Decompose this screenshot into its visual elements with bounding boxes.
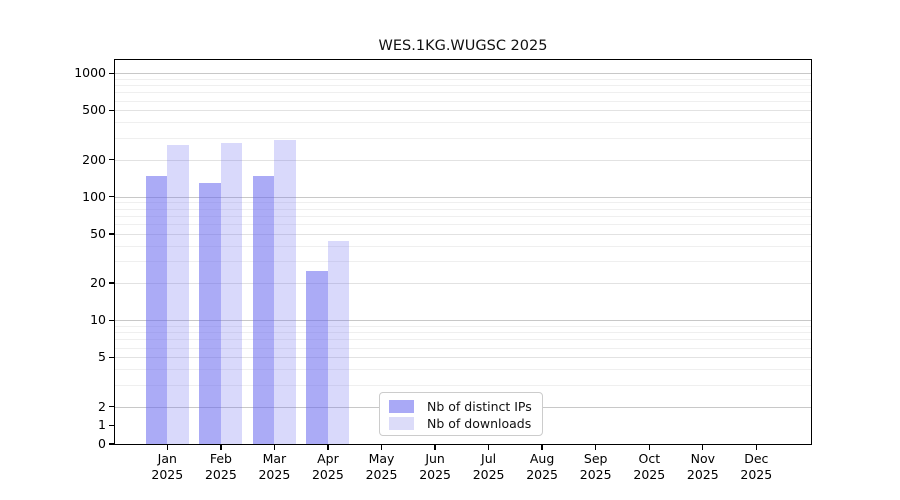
- y-tick-50: [109, 233, 115, 235]
- x-tick-aug: [541, 445, 543, 450]
- x-tick-feb: [220, 445, 222, 450]
- bar-downloads-apr: [327, 240, 350, 444]
- gridline-minor-900: [115, 78, 811, 80]
- x-tick-label-nov: Nov 2025: [686, 451, 719, 482]
- gridline-minor-40: [115, 245, 811, 247]
- x-tick-label-jan: Jan 2025: [151, 451, 184, 482]
- y-tick-label-500: 500: [82, 102, 106, 118]
- x-tick-label-jul: Jul 2025: [472, 451, 505, 482]
- y-tick-5: [109, 356, 115, 359]
- y-tick-500: [109, 109, 115, 112]
- legend-label-distinct-ips: Nb of distinct IPs: [427, 399, 532, 414]
- gridline-100: [115, 196, 811, 198]
- x-tick-jan: [166, 445, 168, 450]
- gridline-5: [115, 357, 811, 359]
- x-tick-label-jun: Jun 2025: [419, 451, 451, 482]
- gridline-minor-30: [115, 261, 811, 263]
- x-tick-mar: [273, 445, 276, 450]
- gridline-minor-300: [115, 137, 811, 139]
- y-tick-20: [109, 282, 115, 284]
- gridline-10: [115, 320, 811, 322]
- y-tick-label-1: 1: [98, 417, 106, 433]
- y-tick-label-2: 2: [98, 398, 106, 414]
- y-tick-label-20: 20: [90, 275, 106, 290]
- bar-distinct_ips-feb: [199, 182, 221, 444]
- x-tick-label-apr: Apr 2025: [311, 451, 344, 482]
- legend-swatch-distinct-ips-icon: [389, 400, 414, 413]
- gridline-minor-3: [115, 384, 811, 386]
- y-tick-label-100: 100: [82, 188, 106, 204]
- x-tick-label-oct: Oct 2025: [633, 451, 666, 482]
- x-tick-may: [380, 445, 383, 450]
- legend-item-downloads: Nb of downloads: [389, 415, 542, 432]
- gridline-minor-90: [115, 202, 811, 204]
- legend-item-distinct-ips: Nb of distinct IPs: [389, 398, 542, 415]
- plot-area: [115, 60, 811, 444]
- y-tick-200: [109, 158, 115, 161]
- x-tick-label-dec: Dec 2025: [740, 451, 773, 482]
- gridline-minor-6: [115, 347, 811, 349]
- bar-downloads-mar: [274, 140, 296, 444]
- chart-title: WES.1KG.WUGSC 2025: [378, 38, 548, 54]
- y-tick-0: [109, 443, 115, 445]
- x-tick-dec: [755, 445, 757, 450]
- gridline-minor-9: [115, 325, 811, 327]
- bar-downloads-feb: [220, 143, 243, 444]
- gridline-minor-70: [115, 215, 811, 217]
- bar-distinct_ips-mar: [252, 175, 275, 444]
- x-tick-label-mar: Mar 2025: [258, 451, 291, 482]
- gridline-500: [115, 110, 811, 112]
- y-tick-1: [109, 424, 115, 426]
- x-tick-sep: [595, 445, 597, 450]
- bar-downloads-jan: [167, 145, 189, 444]
- y-tick-label-5: 5: [98, 349, 106, 365]
- x-tick-label-sep: Sep 2025: [579, 451, 612, 482]
- gridline-minor-7: [115, 339, 811, 341]
- y-tick-label-0: 0: [98, 436, 106, 451]
- gridline-minor-4: [115, 369, 811, 371]
- x-tick-label-aug: Aug 2025: [526, 451, 558, 482]
- x-tick-jul: [487, 445, 490, 450]
- x-tick-apr: [327, 445, 329, 450]
- y-tick-label-1000: 1000: [74, 65, 106, 81]
- gridline-1000: [115, 73, 811, 75]
- gridline-minor-60: [115, 224, 811, 226]
- y-tick-100: [109, 196, 115, 198]
- bar-distinct_ips-jan: [145, 175, 168, 444]
- gridline-200: [115, 159, 811, 161]
- y-tick-2: [109, 405, 115, 408]
- gridline-minor-600: [115, 100, 811, 102]
- gridline-minor-80: [115, 208, 811, 210]
- gridline-minor-8: [115, 332, 811, 334]
- x-tick-jun: [434, 445, 436, 450]
- gridline-minor-700: [115, 92, 811, 94]
- x-tick-oct: [648, 445, 650, 450]
- y-tick-label-10: 10: [90, 312, 106, 328]
- legend: Nb of distinct IPs Nb of downloads: [379, 392, 543, 436]
- gridline-minor-800: [115, 85, 811, 87]
- y-tick-10: [109, 319, 115, 321]
- gridline-minor-400: [115, 122, 811, 124]
- y-tick-label-200: 200: [82, 151, 106, 167]
- x-tick-nov: [702, 445, 704, 450]
- legend-label-downloads: Nb of downloads: [427, 416, 532, 431]
- gridline-20: [115, 283, 811, 284]
- y-tick-label-50: 50: [90, 225, 106, 241]
- legend-swatch-downloads-icon: [389, 417, 414, 430]
- x-tick-label-feb: Feb 2025: [204, 451, 237, 482]
- x-tick-label-may: May 2025: [365, 451, 398, 482]
- y-tick-1000: [109, 72, 115, 74]
- gridline-50: [115, 233, 811, 235]
- bar-distinct_ips-apr: [306, 271, 328, 444]
